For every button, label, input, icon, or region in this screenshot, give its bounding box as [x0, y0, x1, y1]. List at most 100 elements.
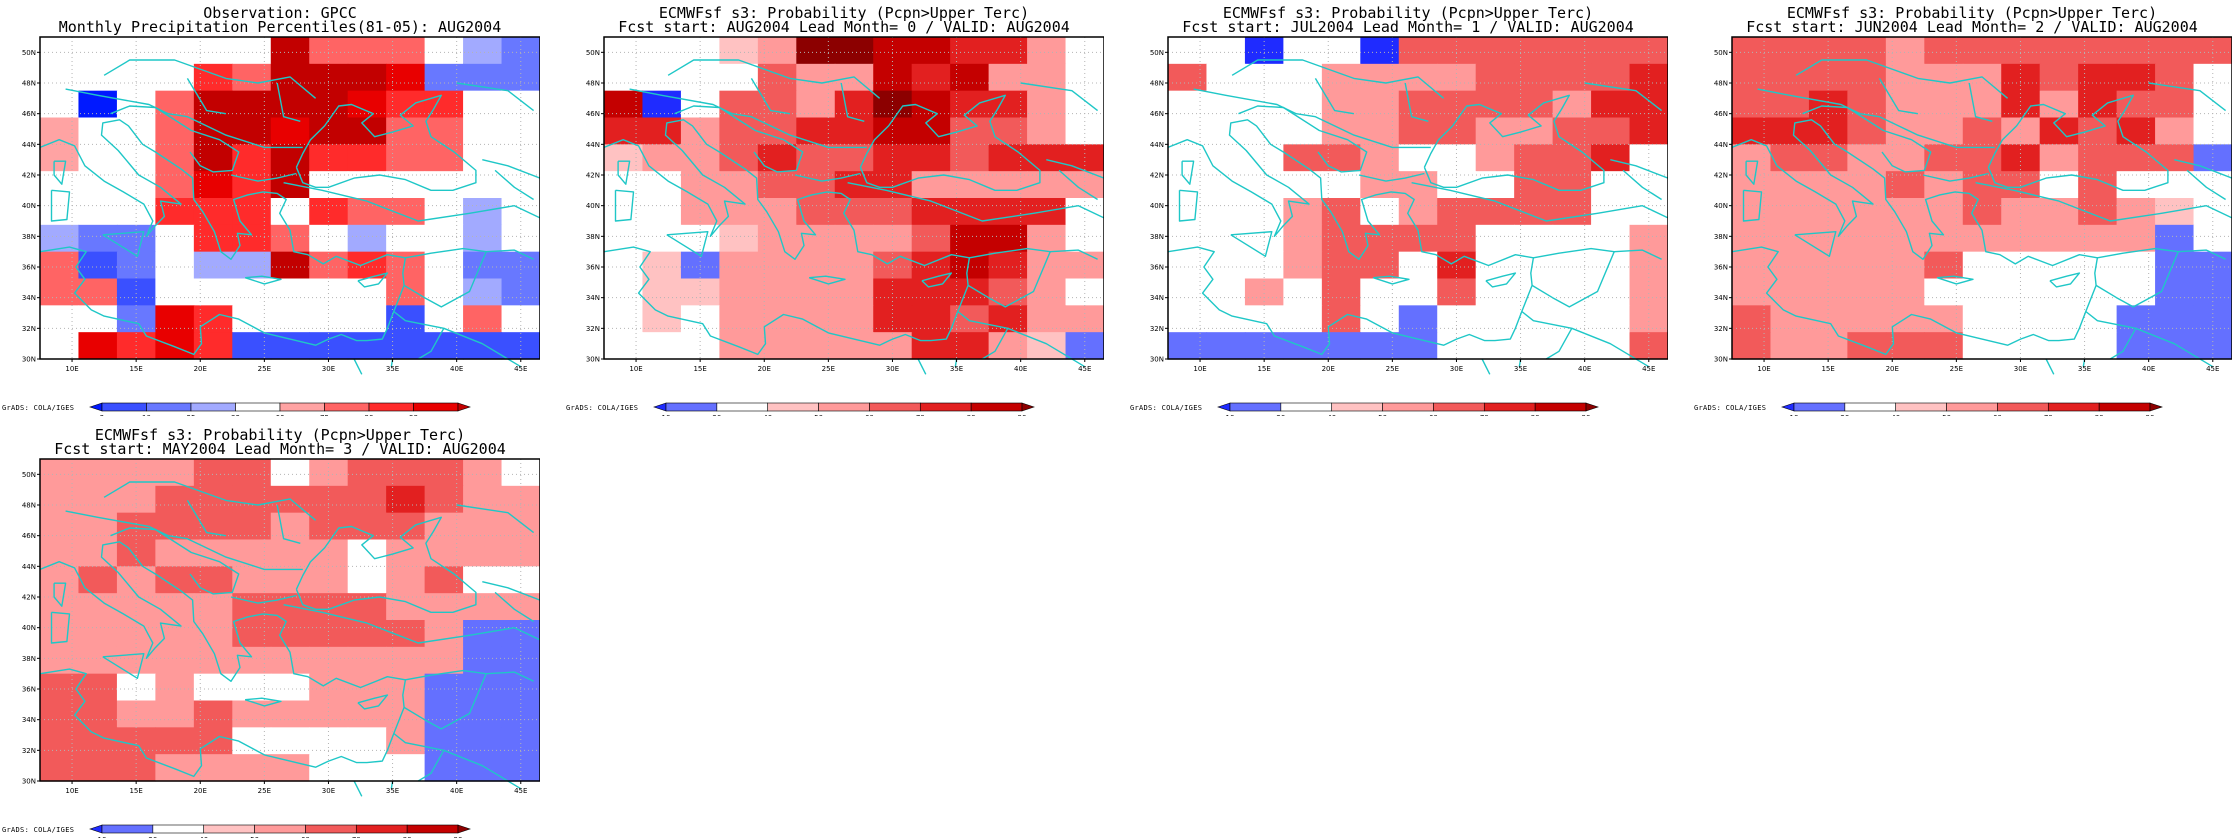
grid-cell — [1629, 117, 1668, 145]
grid-cell — [386, 754, 426, 782]
grid-cell — [1283, 117, 1323, 145]
grid-cell — [347, 646, 387, 675]
grid-cell — [1552, 278, 1592, 306]
colorbar-swatch — [970, 402, 1023, 412]
grid-cell — [642, 278, 682, 306]
grid-cell — [1206, 224, 1246, 253]
coastline — [230, 172, 297, 182]
colorbar-swatch — [767, 402, 819, 412]
grid-cell — [950, 224, 990, 253]
grid-cell — [1924, 37, 1964, 65]
y-tick-label: 40N — [22, 624, 36, 632]
grid-cell — [232, 566, 272, 594]
grid-cell — [463, 37, 503, 65]
grid-cell — [463, 646, 503, 675]
grid-cell — [386, 332, 426, 360]
grid-cell — [1885, 63, 1925, 92]
colorbar: 10 20 40 50 60 70 80 90 — [89, 824, 471, 838]
grid-cell — [40, 117, 80, 145]
grid-cell — [642, 224, 682, 253]
grid-cell — [1168, 332, 1208, 360]
grid-cell — [604, 144, 644, 172]
coastline — [456, 82, 535, 112]
grid-cell — [386, 144, 426, 172]
coastline — [1987, 94, 2169, 192]
grid-cell — [232, 144, 272, 172]
coastline — [2186, 169, 2226, 201]
y-tick-label: 42N — [22, 172, 36, 180]
coastline — [283, 604, 540, 644]
y-tick-label: 44N — [22, 563, 36, 571]
colorbar-swatch — [1946, 402, 1998, 412]
grid-cell — [1514, 224, 1554, 253]
grid-cell — [988, 251, 1028, 280]
y-tick-label: 30N — [1714, 356, 1728, 364]
grid-cell — [1847, 278, 1887, 306]
coastline — [2095, 251, 2179, 308]
grid-cell — [78, 566, 118, 594]
grid-cell — [2116, 198, 2156, 226]
grid-cell — [501, 646, 540, 675]
grid-cell — [1808, 198, 1848, 226]
grid-cell — [988, 224, 1028, 253]
grid-cell — [40, 251, 80, 280]
grid-cell — [40, 278, 80, 306]
coastline — [456, 504, 535, 534]
grid-cell — [604, 63, 644, 92]
grid-cell — [2155, 117, 2195, 145]
grid-cell — [1206, 63, 1246, 92]
grid-cell — [463, 224, 503, 253]
coastline — [295, 94, 477, 192]
coastline — [1531, 251, 1615, 308]
grid-cell — [2001, 224, 2041, 253]
grid-cell — [1065, 144, 1104, 172]
grid-cell — [40, 63, 80, 92]
grid-cell — [1962, 278, 2002, 306]
grid-cell — [232, 459, 272, 487]
grid-cell — [2155, 90, 2195, 119]
coastline — [230, 594, 297, 604]
grid-cell — [2078, 278, 2118, 306]
y-tick-label: 34N — [586, 294, 600, 302]
coastline — [244, 697, 282, 707]
panel-lead-month-3: ECMWFsf s3: Probability (Pcpn>Upper Terc… — [2, 426, 540, 838]
colorbar-swatch — [368, 402, 414, 412]
colorbar-label: 33 — [231, 414, 240, 416]
coastline — [1584, 82, 1663, 112]
y-tick-label: 48N — [22, 80, 36, 88]
grid-cell — [1321, 90, 1361, 119]
grid-cell — [1885, 198, 1925, 226]
grid-cell — [1360, 117, 1400, 145]
coastline — [405, 669, 534, 682]
coastline — [1372, 275, 1410, 285]
coastline — [353, 358, 363, 375]
x-tick-label: 20E — [758, 365, 771, 373]
grid-cell — [1552, 63, 1592, 92]
grid-cell — [1065, 224, 1104, 253]
grid-cell — [1732, 251, 1772, 280]
coastline — [494, 169, 534, 201]
grid-cell — [270, 198, 310, 226]
coastlines — [1167, 59, 1668, 375]
colorbar-label: 90 — [365, 414, 374, 416]
grid-cell — [1591, 37, 1631, 65]
grid-cell — [1514, 332, 1554, 360]
coastline — [2174, 159, 2232, 179]
coastline — [110, 527, 240, 595]
graticule — [604, 37, 1104, 360]
grid-cell — [796, 144, 836, 172]
grid-cell — [1885, 90, 1925, 119]
coastline — [1794, 230, 1837, 258]
panel-title-line1: ECMWFsf s3: Probability (Pcpn>Upper Terc… — [94, 426, 466, 444]
y-tick-label: 50N — [22, 471, 36, 479]
coastline — [981, 327, 1009, 360]
grid-cell — [604, 251, 644, 280]
grid-cell — [424, 171, 464, 199]
grid-cell — [347, 144, 387, 172]
coastline — [967, 251, 1051, 308]
grid-cell — [270, 512, 310, 541]
grid-cell — [501, 224, 540, 253]
colorbar-swatch — [1433, 402, 1485, 412]
coastline — [103, 59, 317, 99]
y-tick-label: 30N — [22, 356, 36, 364]
